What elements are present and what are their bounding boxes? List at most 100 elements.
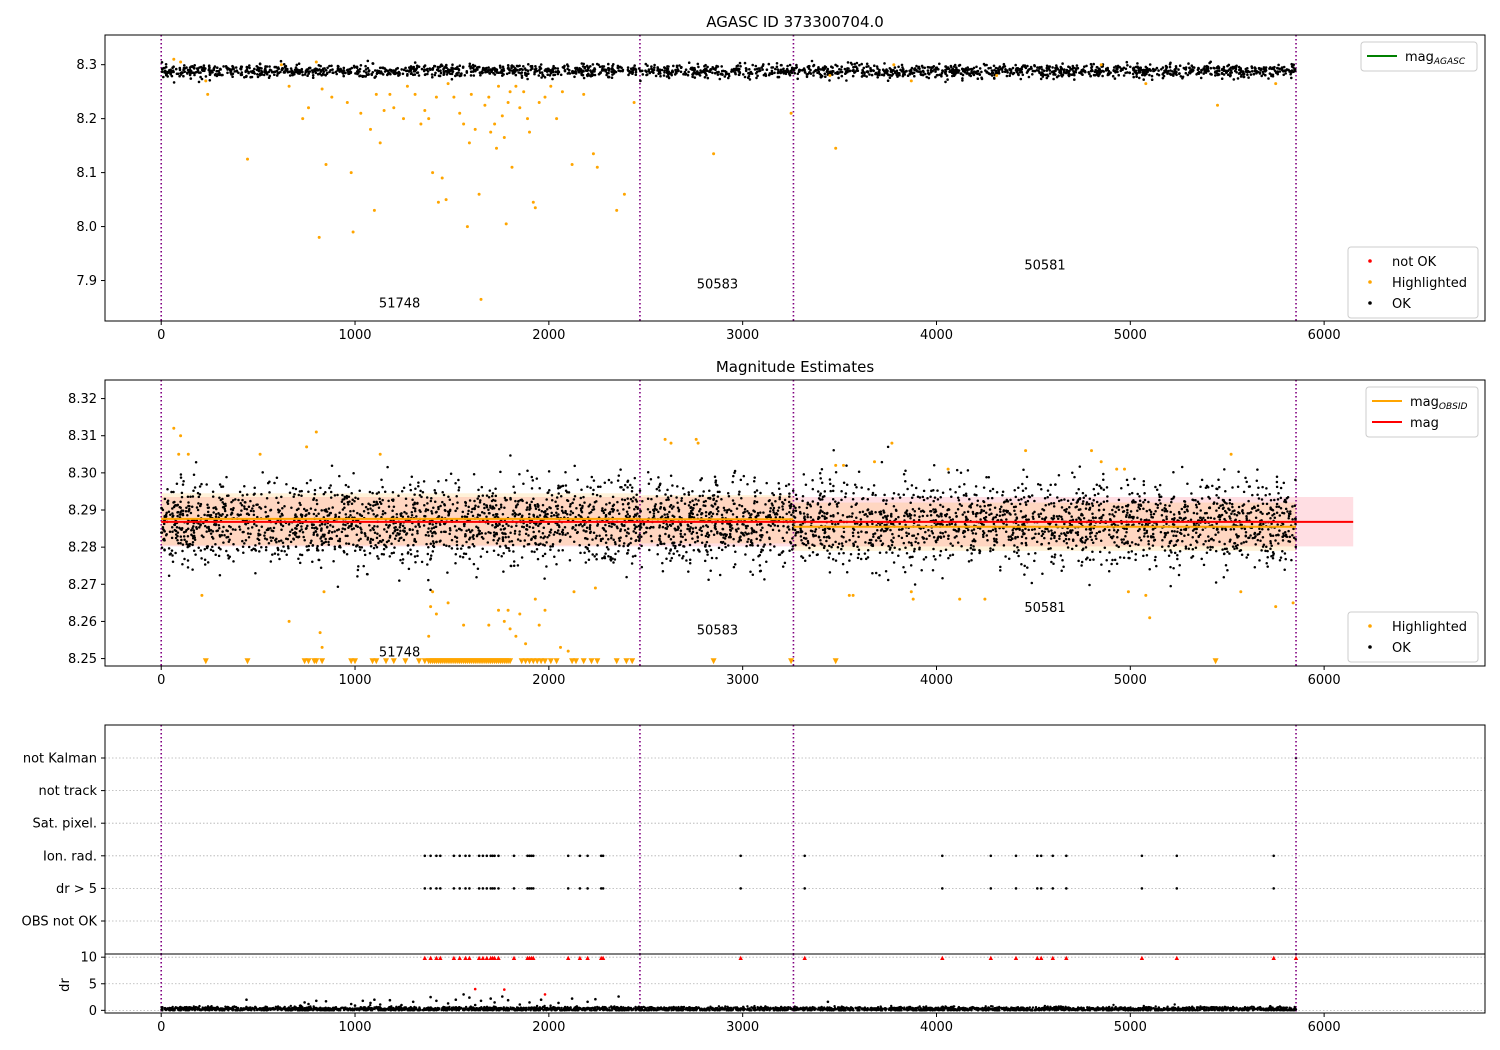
ok-point (1279, 496, 1283, 500)
ok-point (748, 68, 751, 71)
ok-point (528, 512, 531, 516)
ok-point (200, 557, 203, 560)
ok-point (1271, 557, 1275, 560)
ok-point (1002, 509, 1006, 512)
ok-point (1268, 72, 1272, 75)
ok-point (292, 495, 295, 498)
ok-point (1289, 72, 1292, 76)
ok-point (326, 514, 329, 517)
ok-point (1062, 539, 1066, 543)
ok-point (204, 67, 207, 70)
ok-point (263, 531, 267, 534)
ok-point (295, 63, 299, 67)
chart-title: Magnitude Estimates (716, 358, 874, 376)
ok-point (428, 522, 431, 526)
ok-point (409, 65, 413, 68)
ok-point (421, 490, 425, 494)
ok-point (861, 69, 865, 73)
ok-point (1033, 499, 1036, 503)
ok-point (947, 67, 951, 70)
highlighted-point (531, 200, 535, 204)
ok-point (1274, 539, 1277, 542)
ok-point (1284, 507, 1288, 511)
ok-point (214, 543, 217, 546)
ok-point (961, 77, 964, 80)
ok-point (676, 501, 679, 505)
ok-point (926, 496, 929, 500)
ok-point (401, 524, 405, 528)
ok-point (1050, 555, 1054, 558)
ok-point (1292, 536, 1296, 540)
ok-point (1257, 497, 1261, 500)
ok-point (391, 499, 395, 502)
ok-point (169, 69, 173, 73)
ok-point (1111, 513, 1114, 516)
ok-point (442, 67, 445, 71)
ok-point (918, 496, 922, 499)
highlighted-point (324, 163, 328, 166)
ok-point (843, 67, 847, 71)
ok-point (182, 66, 186, 70)
ok-point (1282, 70, 1285, 73)
ok-point (247, 505, 251, 508)
ok-point (502, 69, 506, 72)
ok-point (1066, 499, 1070, 502)
ok-point (194, 71, 197, 74)
ok-point (924, 530, 927, 534)
ok-point (960, 544, 963, 548)
ok-point (1148, 547, 1151, 550)
ok-point (444, 530, 447, 534)
ok-point (1167, 554, 1171, 558)
ok-point (829, 489, 832, 493)
ok-point (971, 532, 975, 535)
obsid-label: 50581 (1024, 259, 1065, 274)
highlighted-point (287, 84, 291, 88)
ok-point (305, 545, 308, 548)
ok-point (675, 64, 679, 68)
ok-point (433, 64, 436, 68)
ok-point (622, 542, 626, 545)
x-tick-label: 3000 (726, 328, 759, 343)
ok-point (691, 73, 695, 76)
ok-point (610, 70, 613, 74)
highlighted-point (622, 192, 626, 196)
ok-point (622, 508, 625, 511)
ok-point (526, 77, 529, 81)
ok-point (874, 539, 878, 542)
ok-point (501, 65, 505, 69)
ok-point (704, 514, 708, 518)
ok-point (486, 541, 490, 544)
ok-point (796, 72, 800, 76)
ok-point (813, 544, 816, 548)
ok-point (644, 62, 648, 66)
ok-point (521, 68, 524, 72)
ok-point (707, 578, 710, 582)
ok-point (1247, 76, 1250, 79)
ok-point (191, 568, 194, 571)
ok-point (686, 523, 690, 526)
ok-point (765, 530, 769, 534)
ok-point (502, 551, 505, 555)
ok-point (297, 62, 301, 65)
ok-point (812, 64, 815, 68)
ok-point (437, 515, 441, 518)
ok-point (239, 68, 243, 71)
ok-point (1017, 554, 1020, 558)
ok-point (706, 550, 709, 553)
ok-point (553, 73, 557, 77)
ok-point (922, 489, 926, 493)
ok-point (670, 556, 674, 560)
ok-point (494, 504, 498, 507)
ok-point (1071, 518, 1075, 522)
ok-point (1159, 502, 1162, 505)
ok-point (555, 563, 558, 566)
ok-point (903, 570, 907, 574)
ok-point (1251, 536, 1255, 540)
ok-point (780, 68, 783, 72)
highlighted-point (834, 146, 838, 150)
ok-point (492, 531, 496, 534)
ok-point (543, 552, 547, 556)
ok-point (502, 570, 505, 573)
ok-point (540, 76, 543, 79)
ok-point (163, 70, 166, 74)
